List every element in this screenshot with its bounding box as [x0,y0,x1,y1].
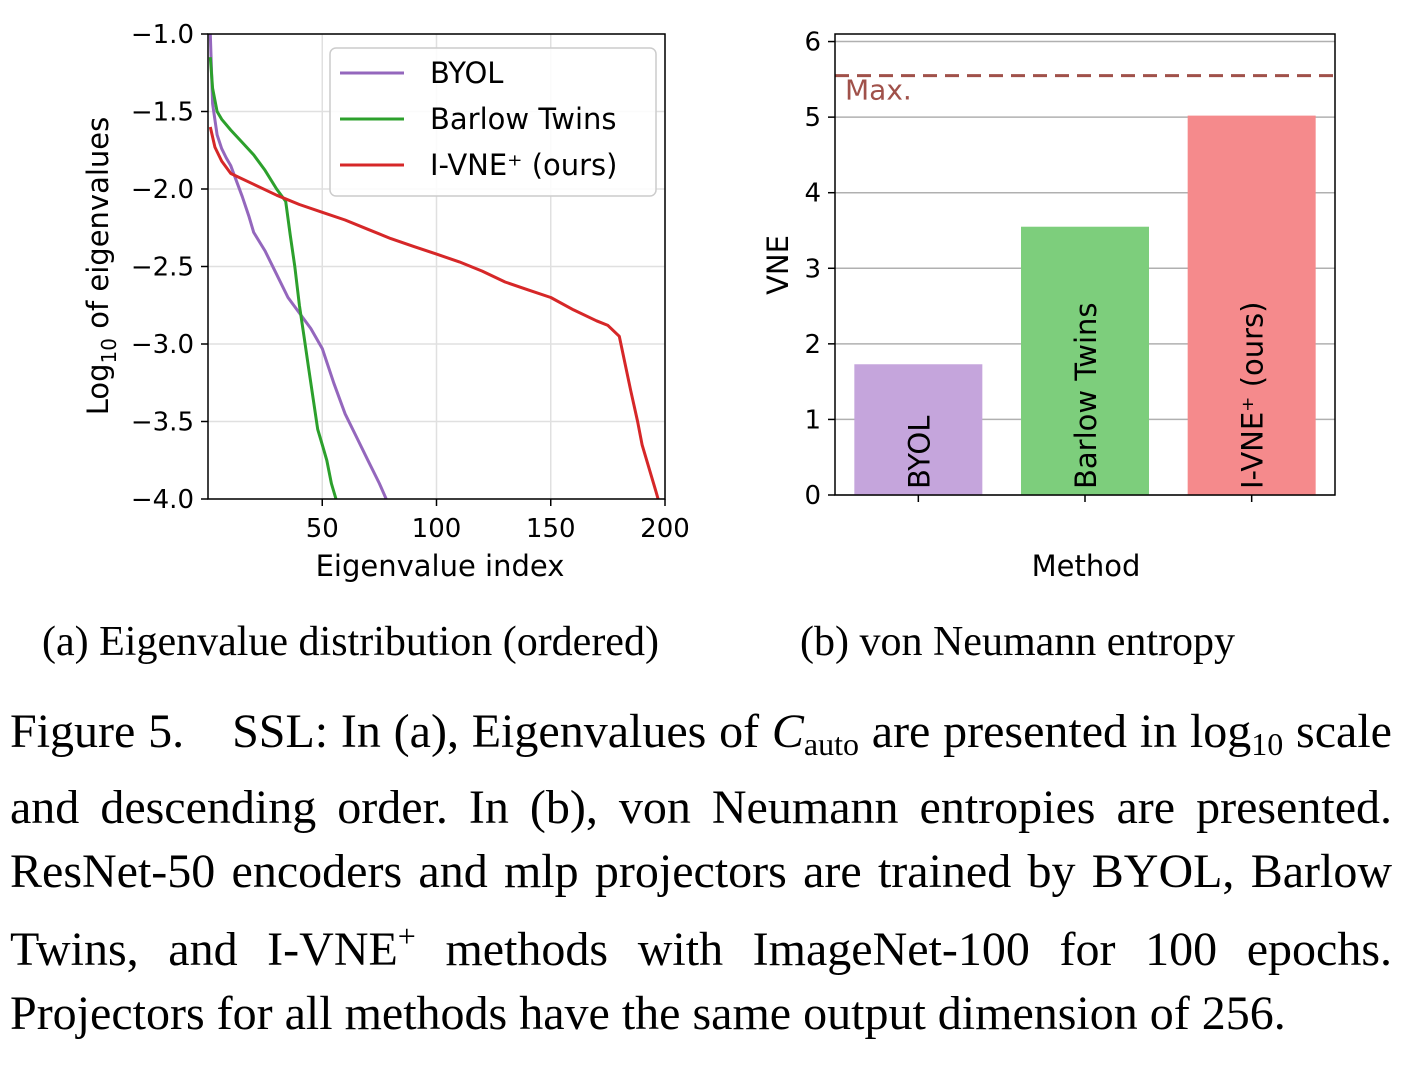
x-tick-label: 100 [412,514,462,544]
y-tick-label: −4.0 [131,485,194,515]
x-axis-label: Eigenvalue index [316,549,565,583]
vne-bar-chart: BYOL Barlow Twins I-VNE⁺ (ours) Max. 0 1 2 3 4… [761,28,1336,583]
series-line-ivne [208,126,660,500]
eigenvalue-chart: 50 100 150 200−1.0−1.5−2.0−2.5−3.0−3.5−4.0 … [81,20,690,583]
figure-caption: Figure 5. SSL: In (a), Eigenvalues of Ca… [10,705,1392,1040]
max-reference: Max. [835,74,1335,107]
y-tick-label: 3 [804,254,821,284]
bar-label: BYOL [902,416,936,489]
figure-charts: 50 100 150 200−1.0−1.5−2.0−2.5−3.0−3.5−4.0 … [81,20,1336,583]
legend-label-barlow: Barlow Twins [430,102,617,136]
y-axis-label: VNE [761,235,795,295]
legend-box [329,47,657,197]
x-tick-label: 150 [526,514,576,544]
c-auto-symbol: C [771,705,804,758]
y-tick-label: −1.5 [131,98,194,128]
bar-label: Barlow Twins [1069,302,1103,489]
axis-ticks: 50 100 150 200 −1.0 −1.5 −2.0 −2.5 −3.0 −3.5 −4.0 [131,20,690,544]
bar-barlow-twins [1021,226,1149,495]
x-tick-label: 200 [640,514,690,544]
bars: BYOL Barlow Twins I-VNE⁺ (ours) [854,115,1316,495]
y-tick-label: 0 [804,481,821,511]
x-tick-label: 50 [306,514,339,544]
legend-label-ivne: I-VNE⁺ (ours) [430,148,617,182]
series-line-barlow-twins [208,57,338,500]
subcaption-a: (a) Eigenvalue distribution (ordered) [42,619,659,665]
y-tick-label: 4 [804,179,821,209]
y-tick-label: −2.5 [131,253,194,283]
legend: BYOL Barlow Twins I-VNE⁺ (ours) [329,47,657,197]
y-tick-label: 1 [804,405,821,435]
bar-label: I-VNE⁺ (ours) [1236,302,1270,489]
y-tick-label: −3.5 [131,408,194,438]
legend-label-byol: BYOL [430,56,503,90]
y-axis-label: Log10 of eigenvalues [81,117,121,416]
y-tick-label: 2 [804,330,821,360]
series-lines [208,33,660,500]
y-tick-label: −2.0 [131,175,194,205]
bar-byol [854,364,983,495]
axis-ticks: 0 1 2 3 4 5 6 [804,28,1253,511]
bar-ivne [1187,115,1316,495]
max-reference-label: Max. [845,74,912,107]
y-tick-label: 5 [804,103,821,133]
series-line-byol [208,33,388,500]
y-tick-label: −3.0 [131,330,194,360]
y-tick-label: −1.0 [131,20,194,50]
y-tick-label: 6 [804,28,821,58]
subcaption-b: (b) von Neumann entropy [800,619,1236,665]
x-axis-label: Method [1032,549,1141,583]
